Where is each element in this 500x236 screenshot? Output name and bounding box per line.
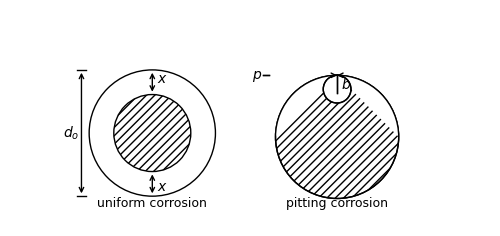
Text: p: p xyxy=(252,68,260,82)
Text: b: b xyxy=(342,78,350,92)
Text: pitting corrosion: pitting corrosion xyxy=(286,197,388,210)
Polygon shape xyxy=(276,75,398,137)
Text: x: x xyxy=(158,72,166,86)
Circle shape xyxy=(276,75,398,198)
Text: $d_o$: $d_o$ xyxy=(62,124,79,142)
Circle shape xyxy=(89,70,216,196)
Text: uniform corrosion: uniform corrosion xyxy=(98,197,207,210)
Circle shape xyxy=(114,95,191,172)
Text: x: x xyxy=(158,180,166,194)
Circle shape xyxy=(323,75,351,103)
